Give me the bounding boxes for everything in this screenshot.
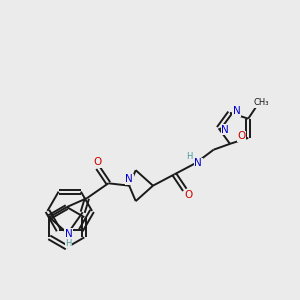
Text: CH₃: CH₃ <box>253 98 269 107</box>
Text: H: H <box>186 152 192 161</box>
Text: H: H <box>65 238 72 247</box>
Text: O: O <box>184 190 193 200</box>
Text: N: N <box>221 125 229 135</box>
Text: N: N <box>232 106 240 116</box>
Text: O: O <box>238 131 246 141</box>
Text: N: N <box>65 229 73 238</box>
Text: O: O <box>94 158 102 167</box>
Text: N: N <box>125 174 133 184</box>
Text: N: N <box>194 158 202 168</box>
